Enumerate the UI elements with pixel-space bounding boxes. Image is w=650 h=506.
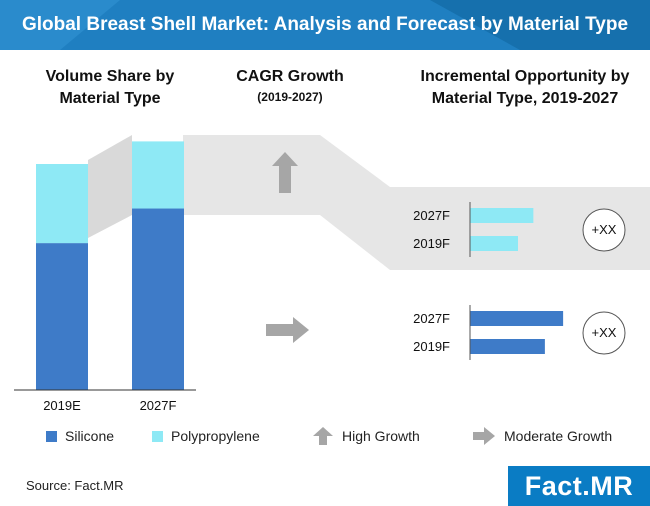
cagr-heading: CAGR Growth (2019-2027) [210,66,370,106]
legend-label-polypropylene: Polypropylene [171,428,260,444]
cagr-heading-label: CAGR Growth [236,68,344,85]
banner-background [0,0,650,50]
polypropylene-tick-2027F: 2027F [413,208,450,223]
legend-item-silicone: Silicone [46,426,114,446]
polypropylene-tick-2019F: 2019F [413,236,450,251]
bar-polypropylene-2027F [132,141,184,209]
source-note: Source: Fact.MR [26,478,124,493]
polypropylene-badge-circle [582,208,626,252]
factmr-logo: Fact.MR [508,466,650,506]
up-arrow-icon [313,427,333,445]
stacked-bar-chart: 2019E 2027F [14,141,196,413]
cagr-period: (2019-2027) [257,90,323,104]
x-tick-2027F: 2027F [140,398,177,413]
legend-item-high-growth: High Growth [312,426,420,446]
polypropylene-swatch [152,430,163,442]
moderate-growth-arrow [266,317,309,343]
cagr-flow-band [183,135,650,270]
right-arrow-icon [473,427,495,445]
bar-polypropylene-2019E [36,164,88,244]
polypropylene-opportunity-chart: 2027F 2019F +XX [413,202,626,257]
silicone-tick-2019F: 2019F [413,339,450,354]
legend-label-silicone: Silicone [65,428,115,444]
bar-silicone-2019E [36,243,88,390]
legend-label-high-growth: High Growth [342,428,420,444]
silicone-swatch [46,430,57,442]
silicone-badge-circle [582,311,626,355]
legend-item-polypropylene: Polypropylene [152,426,260,446]
polypropylene-bar-2019F [470,236,518,251]
title-banner: Global Breast Shell Market: Analysis and… [0,0,650,50]
flow-bands [88,135,650,375]
legend-item-moderate-growth: Moderate Growth [472,426,612,446]
bar-silicone-2027F [132,208,184,390]
high-growth-arrow [272,152,298,193]
polypropylene-bar-2027F [470,208,534,223]
legend-label-moderate-growth: Moderate Growth [504,428,613,444]
incremental-opportunity-heading: Incremental Opportunity by Material Type… [420,68,630,107]
silicone-opportunity-chart: 2027F 2019F +XX [413,305,626,360]
volume-share-heading: Volume Share by Material Type [45,68,175,107]
bar-connector [88,135,132,238]
silicone-badge-label: +XX [592,325,617,340]
page-title: Global Breast Shell Market: Analysis and… [21,14,629,35]
silicone-bar-2019F [470,339,545,354]
growth-arrows [266,152,309,343]
x-tick-2019E: 2019E [43,398,81,413]
silicone-tick-2027F: 2027F [413,311,450,326]
silicone-bar-2027F [470,311,564,326]
polypropylene-badge-label: +XX [592,222,617,237]
